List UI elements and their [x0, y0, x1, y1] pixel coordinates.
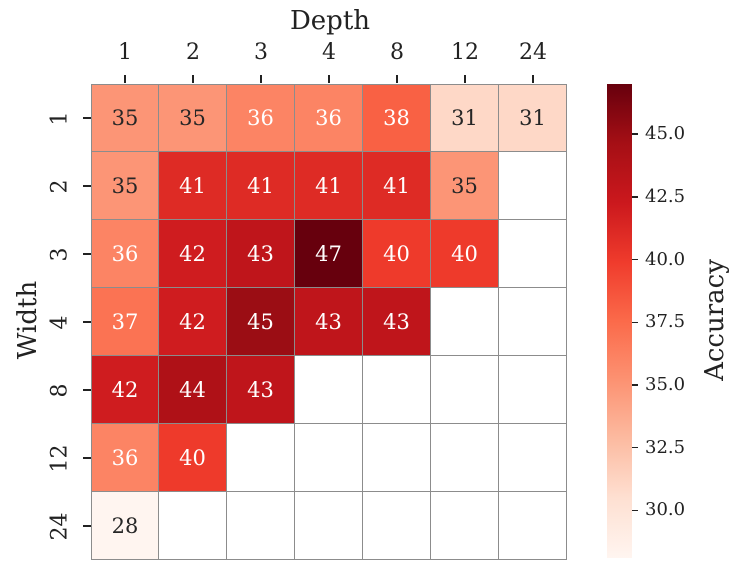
heatmap-cell: 36	[295, 84, 363, 152]
colorbar-tick-mark	[632, 196, 638, 198]
heatmap-cell: 36	[227, 84, 295, 152]
x-tick-mark	[260, 75, 262, 83]
y-tick-label: 4	[47, 315, 73, 329]
colorbar-label: Accuracy	[700, 259, 730, 381]
heatmap-cell	[499, 356, 567, 424]
y-tick-label: 3	[47, 247, 73, 261]
heatmap-cell: 42	[159, 220, 227, 288]
heatmap-cell	[499, 288, 567, 356]
y-tick-label: 2	[47, 179, 73, 193]
y-tick-mark	[83, 321, 91, 323]
heatmap-cell	[431, 288, 499, 356]
colorbar-tick-label: 37.5	[645, 311, 686, 333]
heatmap-cell: 45	[227, 288, 295, 356]
heatmap-cell	[159, 492, 227, 560]
x-tick-label: 24	[519, 40, 547, 65]
heatmap-cell: 43	[295, 288, 363, 356]
heatmap-cell	[363, 492, 431, 560]
x-tick-mark	[532, 75, 534, 83]
heatmap-cell	[499, 492, 567, 560]
colorbar-tick-label: 30.0	[645, 499, 686, 521]
heatmap-cell: 38	[363, 84, 431, 152]
heatmap-cell	[295, 424, 363, 492]
y-tick-mark	[83, 389, 91, 391]
heatmap-cell: 36	[91, 424, 159, 492]
x-tick-mark	[396, 75, 398, 83]
y-tick-label: 24	[47, 512, 73, 540]
heatmap-cell	[227, 492, 295, 560]
heatmap-cell	[431, 492, 499, 560]
y-tick-mark	[83, 253, 91, 255]
colorbar	[607, 84, 632, 558]
heatmap-cell	[431, 356, 499, 424]
x-tick-label: 1	[118, 40, 132, 65]
colorbar-tick-mark	[632, 133, 638, 135]
colorbar-tick-label: 45.0	[645, 123, 686, 145]
heatmap-cell: 43	[363, 288, 431, 356]
heatmap-cell: 41	[363, 152, 431, 220]
y-tick-label: 12	[47, 444, 73, 472]
heatmap-cell: 35	[159, 84, 227, 152]
y-tick-mark	[83, 117, 91, 119]
heatmap-cell: 41	[159, 152, 227, 220]
colorbar-tick-label: 35.0	[645, 373, 686, 395]
x-tick-label: 12	[451, 40, 479, 65]
heatmap-cell: 43	[227, 356, 295, 424]
x-tick-label: 3	[254, 40, 268, 65]
colorbar-tick-mark	[632, 509, 638, 512]
heatmap-cell: 35	[91, 152, 159, 220]
heatmap-cell: 40	[431, 220, 499, 288]
heatmap-cell	[227, 424, 295, 492]
x-axis-label: Depth	[289, 6, 371, 36]
heatmap-cell: 31	[499, 84, 567, 152]
y-tick-label: 1	[47, 111, 73, 125]
heatmap-cell: 41	[295, 152, 363, 220]
heatmap-cell: 43	[227, 220, 295, 288]
y-tick-mark	[83, 457, 91, 459]
heatmap-cell	[295, 356, 363, 424]
x-tick-label: 4	[322, 40, 336, 65]
heatmap-cell	[499, 152, 567, 220]
heatmap-cell: 31	[431, 84, 499, 152]
heatmap-cell: 47	[295, 220, 363, 288]
x-tick-mark	[328, 75, 330, 83]
y-tick-label: 8	[47, 383, 73, 397]
y-axis-label: Width	[13, 280, 43, 360]
colorbar-tick-mark	[632, 384, 638, 386]
colorbar-tick-mark	[632, 258, 638, 261]
heatmap-cell	[295, 492, 363, 560]
colorbar-tick-mark	[632, 321, 638, 323]
colorbar-tick-mark	[632, 446, 638, 449]
heatmap-cell: 44	[159, 356, 227, 424]
heatmap-cell: 36	[91, 220, 159, 288]
x-tick-mark	[192, 75, 194, 83]
x-tick-label: 2	[186, 40, 200, 65]
heatmap-cell: 35	[431, 152, 499, 220]
y-tick-mark	[83, 525, 91, 527]
heatmap-cell: 28	[91, 492, 159, 560]
x-tick-mark	[124, 75, 126, 83]
x-tick-label: 8	[390, 40, 404, 65]
colorbar-tick-label: 32.5	[645, 436, 686, 458]
heatmap-cell: 37	[91, 288, 159, 356]
heatmap-cell: 40	[159, 424, 227, 492]
heatmap-cell	[363, 424, 431, 492]
heatmap-cell: 42	[159, 288, 227, 356]
colorbar-tick-label: 40.0	[645, 248, 686, 270]
heatmap-cell	[431, 424, 499, 492]
heatmap-cell	[499, 220, 567, 288]
colorbar-tick-label: 42.5	[645, 185, 686, 207]
heatmap-cell: 41	[227, 152, 295, 220]
heatmap-cell: 42	[91, 356, 159, 424]
heatmap-cell	[363, 356, 431, 424]
x-tick-mark	[464, 75, 466, 83]
y-tick-mark	[83, 185, 91, 187]
heatmap-cell	[499, 424, 567, 492]
heatmap-cell: 40	[363, 220, 431, 288]
heatmap-grid: 35 35 36 36 38 31 31 35 41 41 41 41 35 36 42 43 47 40 40 37…	[91, 84, 567, 560]
heatmap-cell: 35	[91, 84, 159, 152]
